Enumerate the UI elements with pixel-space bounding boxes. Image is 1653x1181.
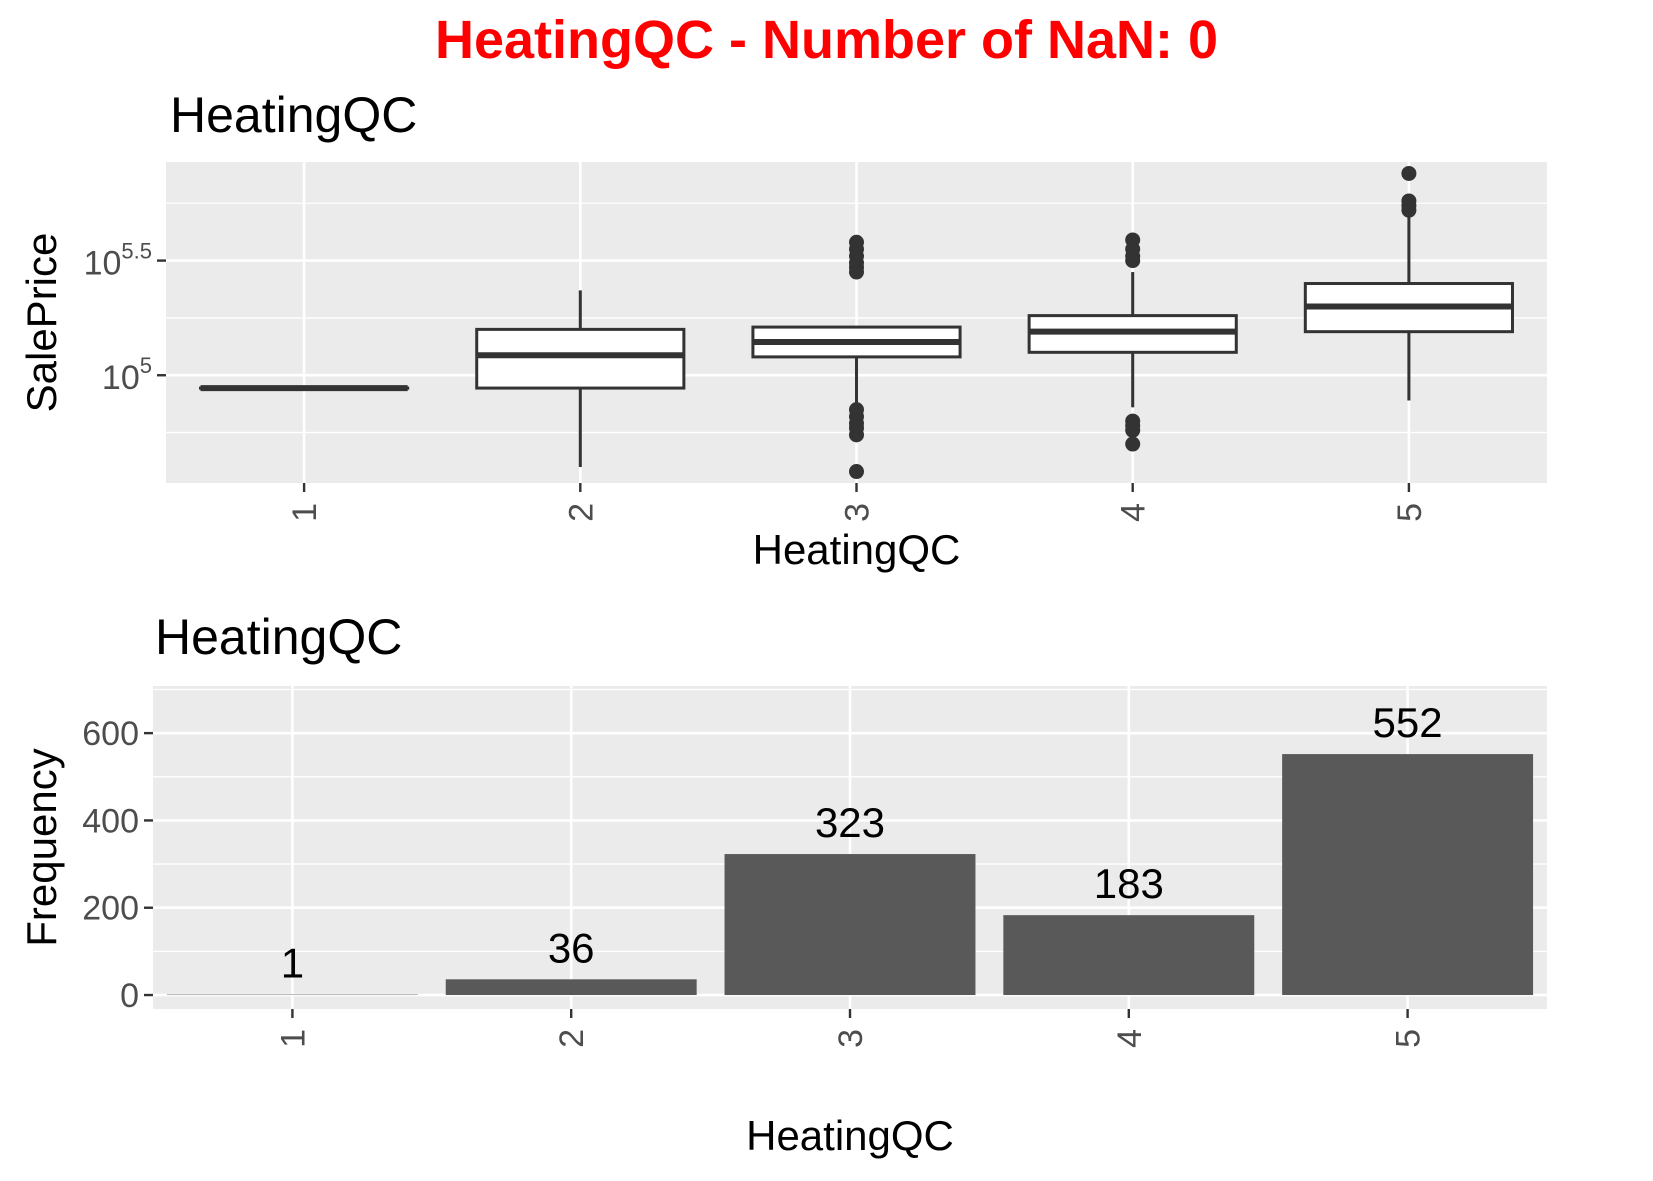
boxplot-x-tick-label: 4 xyxy=(1115,503,1153,522)
boxplot-outlier xyxy=(1125,253,1141,269)
boxplot-x-tick-label: 1 xyxy=(286,503,324,522)
bar-y-axis-label: Frequency xyxy=(18,748,65,946)
bar-y-tick-label: 600 xyxy=(82,715,139,753)
figure-title: HeatingQC - Number of NaN: 0 xyxy=(434,10,1219,70)
bar xyxy=(445,979,697,996)
boxplot-x-tick-label: 5 xyxy=(1391,503,1429,522)
bar xyxy=(1003,915,1255,996)
boxplot-outlier xyxy=(1401,202,1417,218)
bar-x-tick-label: 5 xyxy=(1390,1029,1428,1048)
bar-x-tick-label: 1 xyxy=(274,1029,312,1048)
boxplot-chart: HeatingQC 105 105.5 1 2 3 4 5 HeatingQC SalePrice xyxy=(18,87,1547,573)
bar-y-tick-label: 400 xyxy=(82,802,139,840)
bar-y-tick-label: 0 xyxy=(120,977,139,1015)
bar xyxy=(724,854,976,996)
boxplot-x-tick-label: 2 xyxy=(562,503,600,522)
boxplot-title: HeatingQC xyxy=(170,87,417,143)
boxplot-outlier xyxy=(849,264,864,280)
bar-data-label: 1 xyxy=(281,940,304,987)
boxplot-outlier xyxy=(849,464,864,480)
boxplot-outlier xyxy=(1125,422,1141,438)
boxplot-x-tick-label: 3 xyxy=(839,503,877,522)
boxplot-x-axis-label: HeatingQC xyxy=(753,526,961,573)
bar-chart-title: HeatingQC xyxy=(155,609,402,665)
boxplot-box-group xyxy=(1303,165,1514,401)
boxplot-box-group xyxy=(751,234,962,480)
bar-y-tick-label: 200 xyxy=(82,890,139,928)
bar-data-label: 323 xyxy=(815,799,885,846)
bar-x-axis-label: HeatingQC xyxy=(746,1112,954,1159)
bar xyxy=(1282,754,1534,996)
boxplot-y-tick-label: 105.5 xyxy=(84,239,152,283)
bar-x-tick-label: 2 xyxy=(553,1029,591,1048)
boxplot-box xyxy=(475,327,686,390)
boxplot-outlier xyxy=(1125,436,1141,452)
boxplot-box-group xyxy=(475,290,686,467)
boxplot-outlier xyxy=(849,427,864,443)
bar-data-label: 552 xyxy=(1373,699,1443,746)
boxplot-outlier xyxy=(1401,165,1417,181)
boxplot-y-tick-label: 105 xyxy=(102,353,152,397)
boxplot-box-group xyxy=(1027,232,1238,452)
bar-data-label: 36 xyxy=(548,924,595,971)
bar-x-tick-label: 4 xyxy=(1111,1029,1149,1048)
boxplot-y-axis-label: SalePrice xyxy=(18,233,65,413)
bar-x-tick-label: 3 xyxy=(832,1029,870,1048)
bar-data-label: 183 xyxy=(1094,860,1164,907)
